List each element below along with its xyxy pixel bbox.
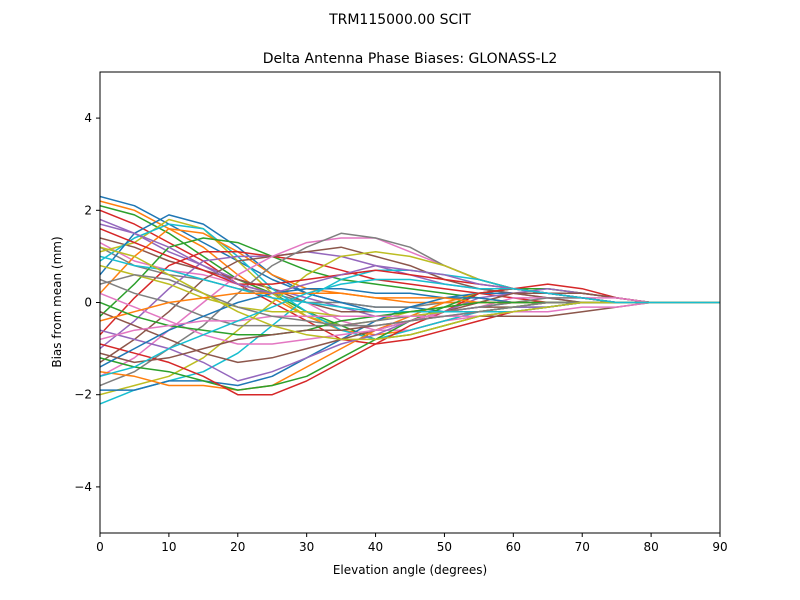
x-tick-label: 80 bbox=[643, 540, 658, 554]
chart-title: Delta Antenna Phase Biases: GLONASS-L2 bbox=[263, 51, 558, 67]
x-tick-label: 20 bbox=[230, 540, 245, 554]
series-line-9 bbox=[100, 218, 720, 327]
series-line-20 bbox=[100, 269, 720, 405]
y-axis-label: Bias from mean (mm) bbox=[50, 236, 64, 367]
y-tick-label: −2 bbox=[74, 388, 92, 402]
x-tick-label: 50 bbox=[437, 540, 452, 554]
x-tick-label: 60 bbox=[506, 540, 521, 554]
series-line-16 bbox=[100, 246, 720, 364]
x-tick-label: 40 bbox=[368, 540, 383, 554]
y-tick-label: 4 bbox=[84, 111, 92, 125]
x-tick-label: 10 bbox=[161, 540, 176, 554]
x-tick-label: 30 bbox=[299, 540, 314, 554]
x-tick-label: 0 bbox=[96, 540, 104, 554]
y-tick-label: 2 bbox=[84, 203, 92, 217]
series-line-27 bbox=[100, 292, 720, 345]
x-tick-label: 90 bbox=[712, 540, 727, 554]
series-line-40 bbox=[100, 278, 720, 378]
y-axis: −4 −2 0 2 4 bbox=[74, 111, 100, 494]
x-axis: 0 10 20 30 40 50 60 70 80 90 bbox=[96, 533, 728, 554]
series-line-37 bbox=[100, 301, 720, 341]
x-tick-label: 70 bbox=[575, 540, 590, 554]
x-axis-label: Elevation angle (degrees) bbox=[333, 563, 487, 577]
series-line-21 bbox=[100, 292, 720, 391]
series-line-38 bbox=[100, 274, 720, 327]
chart-suptitle: TRM115000.00 SCIT bbox=[328, 12, 471, 28]
y-tick-label: −4 bbox=[74, 480, 92, 494]
series-layer bbox=[100, 195, 720, 405]
y-tick-label: 0 bbox=[84, 296, 92, 310]
series-line-31 bbox=[100, 287, 720, 368]
